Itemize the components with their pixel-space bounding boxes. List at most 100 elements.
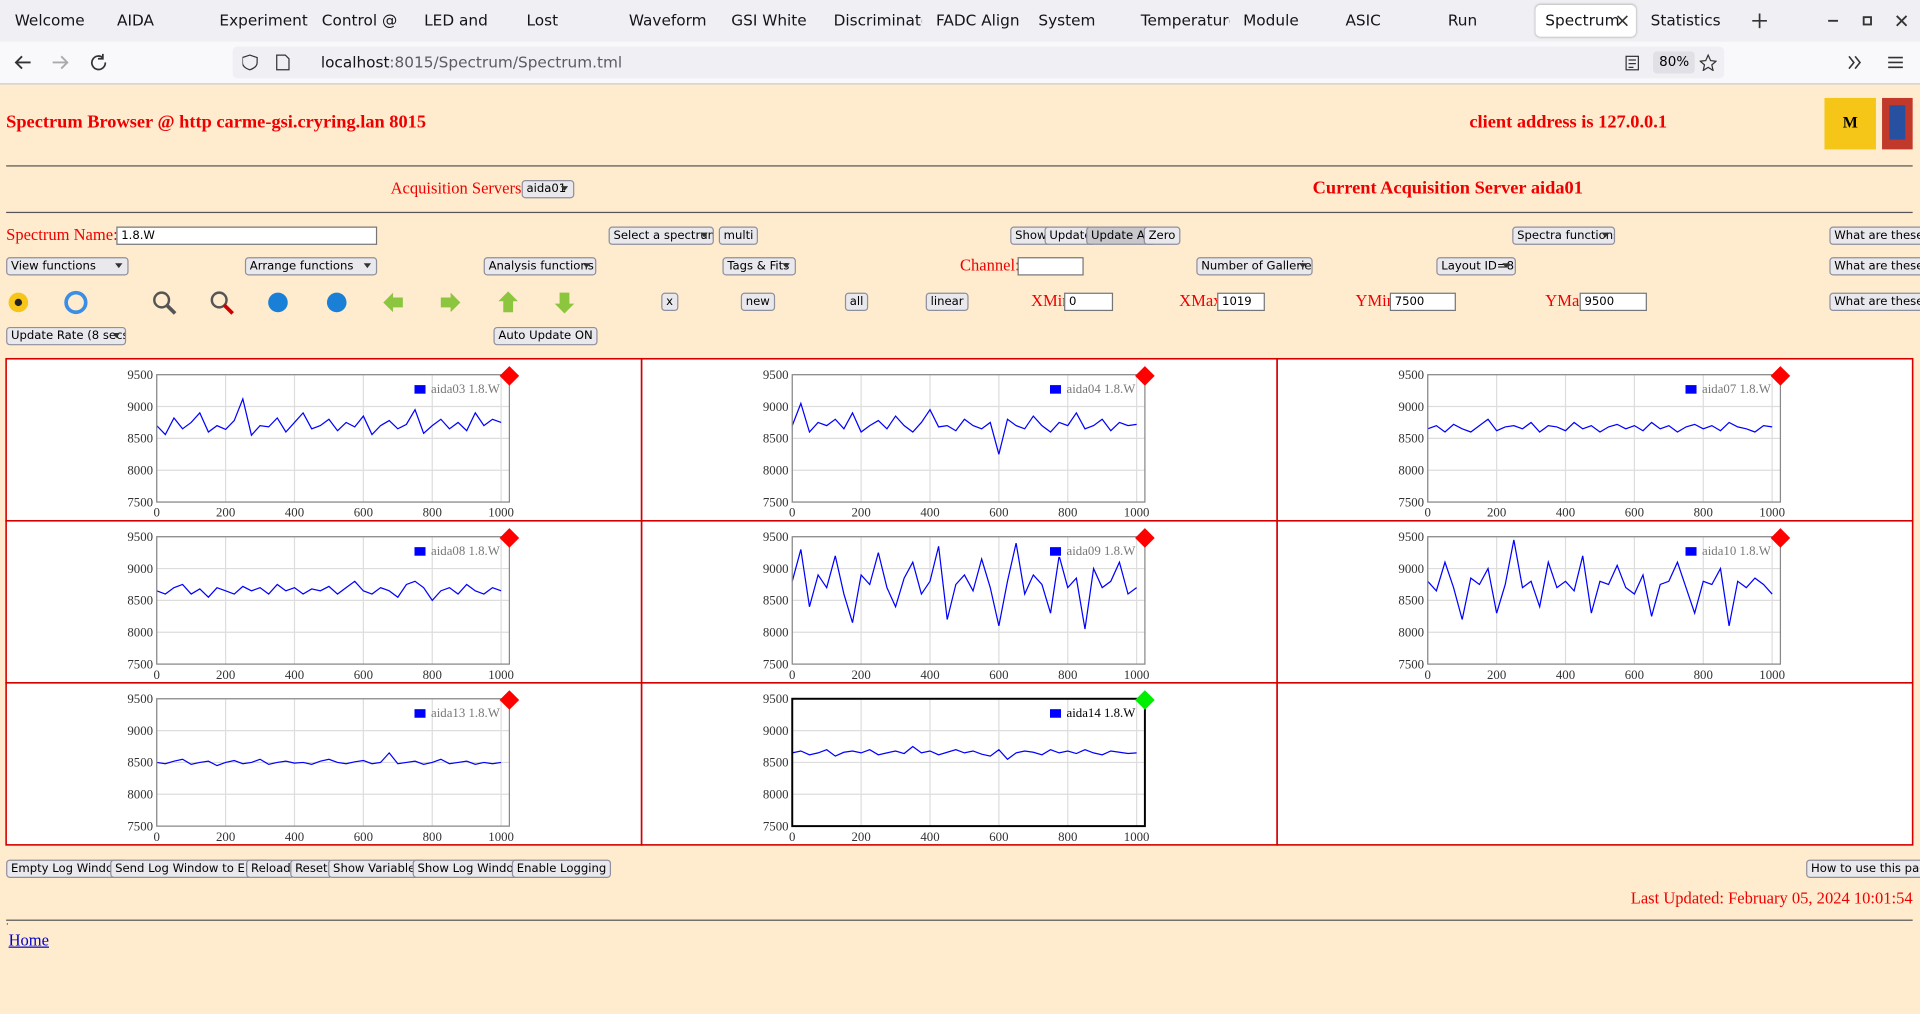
tab[interactable]: Module Setti [1243, 11, 1299, 30]
nav-buttons[interactable] [10, 51, 120, 73]
analysis-functions[interactable]: Analysis functions [483, 257, 597, 276]
x-tick-label: 600 [989, 506, 1008, 520]
log-buttons[interactable]: Reset [290, 859, 333, 878]
what-are-these[interactable]: What are these? [1829, 226, 1920, 245]
svg-text:M: M [1843, 114, 1858, 131]
y-tick-label: 8500 [1398, 432, 1424, 446]
x-tick-label: 0 [789, 506, 795, 520]
spectrum-name[interactable]: 1.8.W [116, 226, 378, 245]
tab[interactable]: Temperature [1140, 11, 1229, 30]
zoom-level[interactable]: 80% [1653, 51, 1696, 74]
new-tab[interactable] [1749, 10, 1771, 32]
x-tick-label: 1000 [1759, 668, 1785, 682]
xmax[interactable]: 1019 [1217, 292, 1265, 312]
tab[interactable]: Spectrum [1535, 4, 1636, 37]
tab[interactable]: Lost activity [526, 11, 559, 30]
plot-frame [156, 698, 511, 827]
tags-fits[interactable]: Tags & Fits [722, 257, 796, 276]
tab[interactable]: AIDA [117, 11, 155, 30]
acquisition-servers-label: Acquisition Servers [390, 178, 522, 198]
data-line [156, 580, 502, 602]
y-tick-label: 8500 [763, 594, 789, 608]
data-line [156, 396, 502, 437]
x-tick-label: 200 [851, 668, 870, 682]
y-tick-label: 9000 [127, 562, 153, 576]
multi[interactable]: multi [718, 226, 759, 245]
x-tick-label: 1000 [488, 506, 514, 520]
what-are-these[interactable]: What are these? [1829, 257, 1920, 276]
what-are-these[interactable]: What are these? [1829, 292, 1920, 312]
log-buttons[interactable]: Show Log Window [412, 859, 528, 878]
tab[interactable]: System wide [1038, 11, 1096, 30]
tab[interactable]: ASIC Contro [1345, 11, 1381, 30]
plot-frame [791, 374, 1146, 503]
zero[interactable]: Zero [1143, 226, 1181, 245]
x-tick-label: 0 [154, 506, 160, 520]
y-tick-label: 8000 [1398, 626, 1424, 640]
tab[interactable]: Run Control [1447, 11, 1478, 30]
home-link[interactable]: Home [8, 930, 49, 949]
spectra-functions[interactable]: Spectra functions [1512, 226, 1616, 245]
legend-swatch [1048, 707, 1063, 719]
tab[interactable]: LED and Wa [424, 11, 488, 30]
menu-buttons[interactable] [1847, 54, 1908, 71]
btn-linear[interactable]: linear [925, 292, 969, 312]
btn-all[interactable]: all [844, 292, 869, 312]
legend-swatch [1048, 545, 1063, 557]
spectrum-name-label: Spectrum Name: [6, 225, 118, 244]
tab[interactable]: FADC Align & [935, 11, 1020, 30]
log-buttons[interactable]: Enable Logging [511, 859, 612, 878]
tab[interactable]: Discriminato [833, 11, 922, 30]
url-host: localhost [320, 52, 390, 72]
plot-frame [791, 697, 1146, 828]
acquisition-server-select[interactable]: aida01 [521, 180, 575, 199]
x-tick-label: 200 [1487, 668, 1506, 682]
log-buttons[interactable]: Show Variables [328, 859, 427, 878]
btn-x[interactable]: x [661, 292, 678, 312]
tab[interactable]: Control @ c [321, 11, 398, 30]
btn-new[interactable]: new [740, 292, 775, 312]
x-tick-label: 400 [285, 668, 304, 682]
number-of-galleries[interactable]: Number of Galleries [1196, 257, 1313, 276]
window-controls[interactable] [1822, 10, 1915, 32]
reader-icon[interactable] [1625, 55, 1640, 71]
update-all[interactable]: Update All [1086, 226, 1157, 245]
x-tick-label: 400 [920, 668, 939, 682]
y-tick-label: 7500 [127, 819, 153, 833]
x-tick-label: 800 [423, 830, 442, 844]
arrange-functions[interactable]: Arrange functions [244, 257, 378, 276]
close-tab[interactable] [1616, 15, 1628, 27]
tab[interactable]: Waveform c [628, 11, 707, 30]
y-tick-label: 9000 [763, 724, 789, 738]
show[interactable]: Show [1010, 226, 1052, 245]
x-tick-label: 800 [1058, 506, 1077, 520]
layout-id[interactable]: Layout ID=8 [1436, 257, 1516, 276]
tab[interactable]: Welcome to [14, 11, 85, 30]
auto-update[interactable]: Auto Update ON [493, 326, 598, 346]
y-tick-label: 8500 [763, 756, 789, 770]
log-buttons[interactable]: Send Log Window to ELog [110, 859, 271, 878]
status-indicator [1770, 366, 1791, 386]
bookmark-star[interactable] [1699, 53, 1717, 72]
log-buttons[interactable]: Reload [246, 859, 296, 878]
log-buttons[interactable]: Empty Log Window [6, 859, 128, 878]
view-functions[interactable]: View functions [6, 257, 129, 276]
tab[interactable]: GSI White R [731, 11, 807, 30]
y-tick-label: 9500 [1398, 530, 1424, 544]
data-line [791, 542, 1137, 630]
update[interactable]: Update [1044, 226, 1097, 245]
channel-input[interactable] [1017, 257, 1084, 276]
y-tick-label: 8000 [763, 463, 789, 477]
tab[interactable]: Experiment C [219, 11, 308, 30]
tab[interactable]: Statistics @ [1650, 11, 1721, 30]
url-bar[interactable]: localhost :8015/Spectrum/Spectrum.tml 80… [232, 46, 1725, 79]
ymax[interactable]: 9500 [1579, 292, 1647, 312]
how-to[interactable]: How to use this page [1806, 859, 1920, 878]
data-line [1427, 539, 1773, 626]
select-spectrum[interactable]: Select a spectrum [608, 226, 714, 245]
y-tick-label: 9000 [763, 562, 789, 576]
ymin[interactable]: 7500 [1389, 292, 1456, 312]
logos: M [1824, 97, 1913, 150]
update-rate[interactable]: Update Rate (8 secs) [6, 326, 127, 346]
xmin[interactable]: 0 [1064, 292, 1114, 312]
